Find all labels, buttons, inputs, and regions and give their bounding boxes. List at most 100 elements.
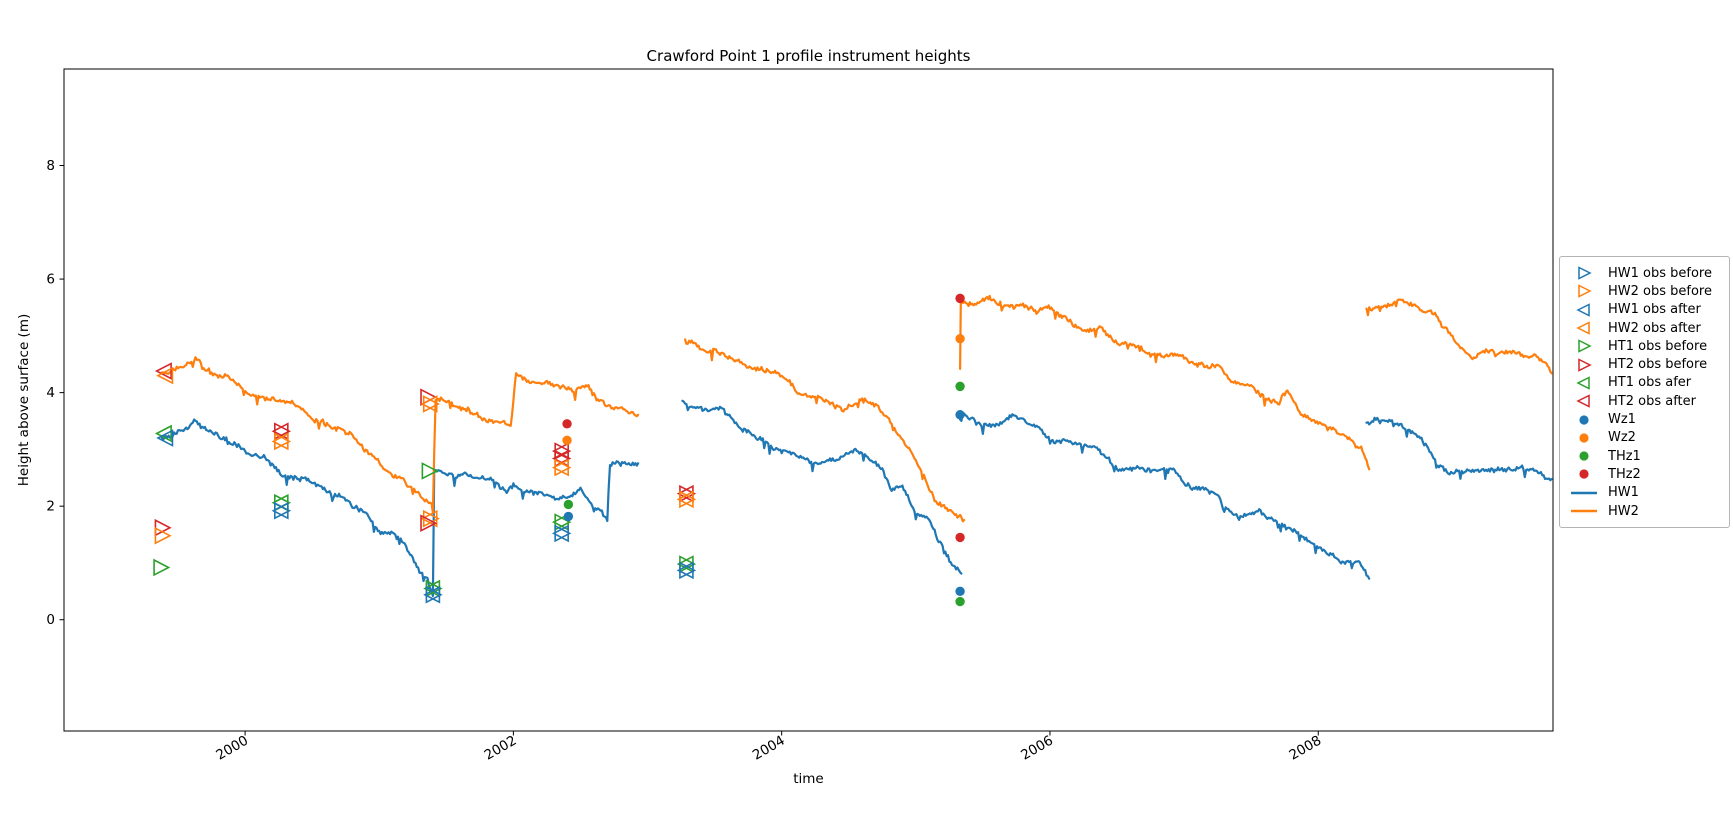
series-HW2-segment: [959, 294, 1371, 471]
line-swatch-icon: [1569, 504, 1599, 518]
marker-dot-wz1: [955, 410, 965, 420]
legend-label: HW2 obs before: [1608, 283, 1712, 299]
legend: HW1 obs before HW2 obs before HW1 obs afte…: [1559, 256, 1730, 529]
triangle-left-icon: [1569, 302, 1599, 318]
legend-item-hw1: HW1: [1560, 484, 1729, 502]
marker-dot-thz2: [562, 419, 572, 429]
dot-marker-icon: [1569, 467, 1599, 481]
marker-left-hw1-obs-after: [156, 429, 174, 447]
triangle-right-icon: [1569, 338, 1599, 354]
marker-dot-thz1: [955, 381, 965, 392]
x-axis: 2000 2002 2004 2006 2008: [213, 731, 1324, 764]
legend-item-ht1-obs-afer: HT1 obs afer: [1560, 374, 1729, 392]
marker-dot-wz2: [562, 435, 572, 446]
triangle-right-icon: [1569, 265, 1599, 281]
legend-label: HT1 obs before: [1608, 338, 1708, 354]
triangle-right-icon: [1569, 283, 1599, 299]
marker-dot-thz1: [955, 596, 965, 607]
y-tick-label: 8: [46, 158, 55, 174]
legend-item-ht2-obs-after: HT2 obs after: [1560, 392, 1729, 410]
legend-label: HT2 obs before: [1608, 357, 1708, 373]
marker-bowtie-ht1-obs-before-after: [551, 513, 572, 531]
triangle-right-icon: [1569, 357, 1599, 373]
legend-label: HT2 obs after: [1608, 393, 1696, 409]
legend-item-hw2: HW2: [1560, 502, 1729, 520]
x-tick-label: 2000: [213, 733, 251, 764]
axes-frame: [63, 68, 1554, 732]
series-HW1: [160, 399, 1553, 598]
triangle-left-icon: [1569, 393, 1599, 409]
legend-item-wz1: Wz1: [1560, 410, 1729, 428]
legend-item-hw2-obs-after: HW2 obs after: [1560, 319, 1729, 337]
triangle-left-icon: [1569, 320, 1599, 336]
dot-marker-icon: [1569, 449, 1599, 463]
marker-bowtie-hw1-obs-before-after: [676, 561, 697, 580]
dot-marker-icon: [1569, 413, 1599, 427]
marker-bowtie-hw2-obs-before-after: [676, 490, 697, 509]
y-axis-label: Height above surface (m): [16, 313, 32, 487]
marker-left-ht2-obs-after: [154, 362, 172, 380]
marker-bowtie-ht1-obs-before-after: [271, 493, 292, 512]
marker-bowtie-hw1-obs-before-after: [551, 524, 572, 543]
legend-item-ht1-obs-before: HT1 obs before: [1560, 337, 1729, 355]
marker-right-ht2-obs-before: [154, 518, 172, 537]
obs-markers: [153, 293, 965, 607]
y-tick-label: 6: [46, 272, 55, 288]
legend-item-thz1: THz1: [1560, 447, 1729, 465]
legend-item-ht2-obs-before: HT2 obs before: [1560, 355, 1729, 373]
legend-label: HW1 obs after: [1608, 302, 1701, 318]
dot-marker-icon: [1569, 431, 1599, 445]
marker-left-hw2-obs-after: [156, 366, 174, 385]
legend-label: HW2 obs after: [1608, 320, 1701, 336]
marker-dot-wz1: [563, 511, 574, 522]
marker-dot-wz2: [955, 333, 965, 344]
marker-right-ht1-obs-before: [153, 558, 171, 577]
marker-bowtie-hw2-obs-before-after: [420, 509, 440, 528]
marker-bowtie-hw1-obs-before-after: [423, 585, 443, 604]
series-HW2-segment: [160, 356, 640, 514]
marker-bowtie-hw1-obs-before-after: [271, 501, 292, 520]
marker-right-ht1-obs-before: [421, 462, 439, 480]
marker-dot-wz1: [955, 586, 965, 597]
marker-bowtie-hw2-obs-before-after: [551, 458, 572, 477]
legend-label: Wz1: [1608, 412, 1636, 428]
y-tick-label: 2: [46, 499, 55, 515]
marker-dot-thz1: [563, 499, 574, 510]
series-HW1-segment: [959, 412, 1371, 580]
x-axis-label: time: [793, 771, 824, 787]
legend-item-wz2: Wz2: [1560, 429, 1729, 447]
series-HW2: [160, 294, 1553, 523]
y-tick-label: 4: [46, 385, 55, 401]
marker-bowtie-hw2-obs-before-after: [420, 395, 440, 413]
legend-label: THz1: [1608, 448, 1641, 464]
legend-label: THz2: [1608, 466, 1641, 482]
chart-title: Crawford Point 1 profile instrument heig…: [646, 47, 971, 65]
marker-dot-thz2: [955, 532, 965, 543]
legend-item-hw1-obs-after: HW1 obs after: [1560, 301, 1729, 319]
x-tick-label: 2002: [482, 733, 520, 764]
x-tick-label: 2008: [1286, 733, 1324, 764]
marker-bowtie-hw2-obs-before-after: [271, 432, 292, 451]
legend-label: Wz2: [1608, 430, 1636, 446]
y-axis: 0 2 4 6 8: [46, 158, 64, 628]
series-HW1-segment: [681, 399, 963, 575]
y-tick-label: 0: [46, 612, 55, 628]
legend-label: HW1 obs before: [1608, 265, 1712, 281]
marker-dot-thz2: [955, 293, 965, 304]
x-tick-label: 2004: [750, 733, 788, 764]
series-HW1-segment: [1365, 416, 1553, 482]
line-swatch-icon: [1569, 486, 1599, 500]
marker-left-ht1-obs-afer: [154, 424, 172, 443]
legend-item-hw2-obs-before: HW2 obs before: [1560, 282, 1729, 300]
series-HW2-segment: [1365, 298, 1553, 375]
legend-label: HW2: [1608, 503, 1639, 519]
legend-label: HW1: [1608, 485, 1639, 501]
legend-item-thz2: THz2: [1560, 465, 1729, 483]
series-HW2-segment: [684, 338, 966, 523]
x-tick-label: 2006: [1018, 733, 1056, 764]
triangle-left-icon: [1569, 375, 1599, 391]
series-HW1-segment: [160, 418, 640, 598]
legend-label: HT1 obs afer: [1608, 375, 1692, 391]
